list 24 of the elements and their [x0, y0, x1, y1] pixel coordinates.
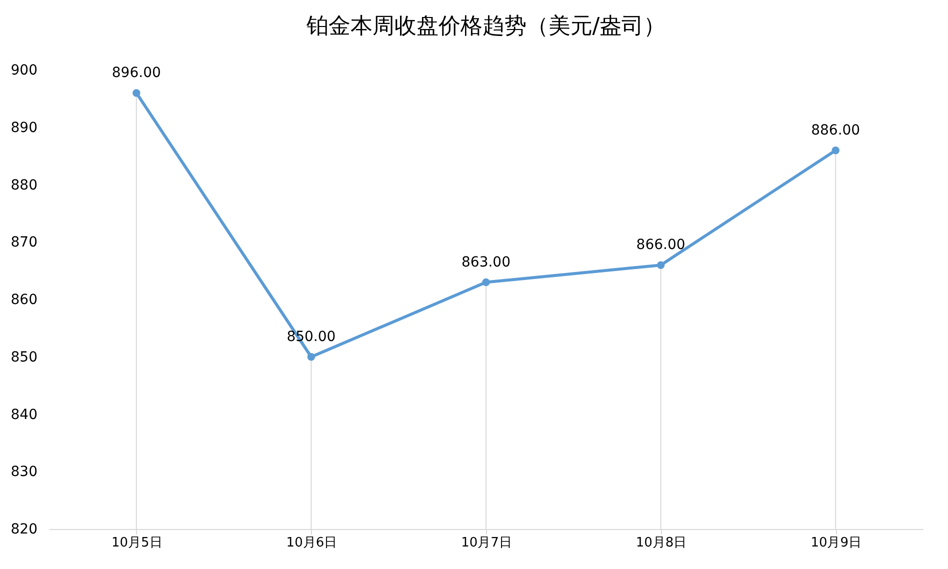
point — [132, 89, 140, 97]
y-tick-label: 880 — [10, 177, 38, 194]
y-tick-label: 820 — [10, 522, 38, 538]
y-tick-label: 860 — [10, 292, 38, 308]
data-label: 866.00 — [636, 237, 686, 254]
y-tick-label: 850 — [10, 349, 38, 366]
data-label: 896.00 — [112, 64, 161, 81]
point — [656, 261, 665, 269]
data-label: 886.00 — [811, 122, 860, 138]
x-tick-label: 10月7日 — [461, 536, 512, 550]
x-tick-label: 10月5日 — [111, 536, 162, 550]
y-tick-label: 830 — [10, 464, 38, 480]
y-tick-label: 890 — [10, 120, 38, 136]
point — [482, 278, 490, 286]
y-tick-label: 870 — [10, 234, 38, 251]
data-label: 863.00 — [462, 254, 510, 270]
point — [832, 146, 840, 154]
x-tick-label: 10月8日 — [636, 536, 687, 550]
point — [307, 353, 316, 361]
x-tick-label: 10月6日 — [286, 536, 338, 550]
x-tick-label: 10月9日 — [810, 536, 862, 550]
y-tick-label: 900 — [10, 62, 38, 78]
chart-title: 铂金本周收盘价格趋势（美元/盎司） — [305, 14, 666, 39]
y-tick-label: 840 — [10, 406, 38, 423]
